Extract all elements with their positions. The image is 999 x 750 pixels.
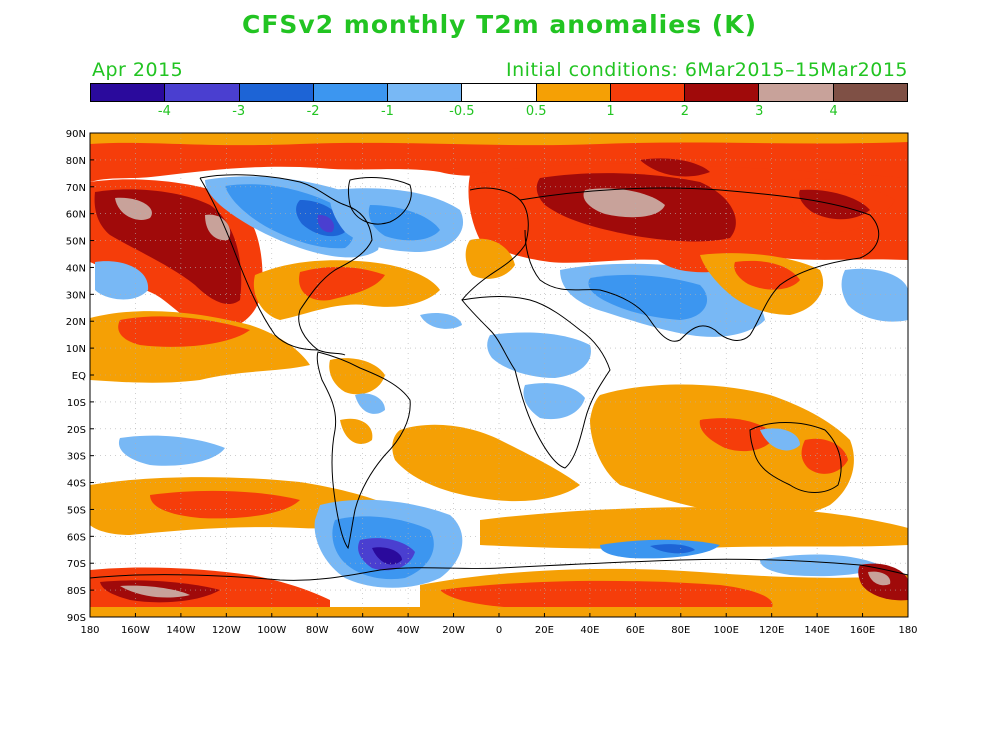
latitude-label: 50N (66, 237, 86, 248)
color-scale-cell (833, 84, 907, 101)
forecast-month: Apr 2015 (92, 59, 184, 81)
latitude-label: 30S (67, 452, 86, 463)
map-title: CFSv2 monthly T2m anomalies (K) (241, 10, 758, 39)
latitude-label: 40N (66, 263, 86, 274)
color-scale-cell (462, 84, 537, 101)
color-scale-cell (165, 84, 240, 101)
longitude-label: 100E (714, 625, 739, 636)
longitude-label: 100W (257, 625, 286, 636)
latitude-label: 50S (67, 505, 86, 516)
longitude-label: 140E (804, 625, 829, 636)
color-scale-cell (388, 84, 463, 101)
color-scale-cell (239, 84, 314, 101)
latitude-label: 80S (67, 586, 86, 597)
longitude-label: 60E (626, 625, 645, 636)
longitude-label: 160E (850, 625, 875, 636)
initial-conditions: Initial conditions: 6Mar2015–15Mar2015 (506, 59, 908, 81)
latitude-label: 60N (66, 210, 86, 221)
latitude-label: 80N (66, 156, 86, 167)
color-scale-cell (536, 84, 611, 101)
color-scale-cell (313, 84, 389, 101)
color-scale-cell (610, 84, 686, 101)
longitude-label: 40E (580, 625, 599, 636)
longitude-label: 160W (121, 625, 150, 636)
color-scale-cell (759, 84, 834, 101)
longitude-labels: 180 160W 140W 120W 100W 80W 60W 40W 20W 0 20E 40E 60… (80, 613, 918, 636)
longitude-label: 120W (212, 625, 241, 636)
color-scale-label: -2 (306, 104, 320, 119)
color-scale-cell (91, 84, 166, 101)
color-scale-bar (90, 83, 908, 102)
longitude-label: 60W (351, 625, 374, 636)
latitude-label: 10N (66, 344, 86, 355)
longitude-label: 80W (306, 625, 329, 636)
latitude-label: 70S (67, 559, 86, 570)
latitude-label: 30N (66, 290, 86, 301)
longitude-label: 0 (496, 625, 502, 636)
color-scale-label: 2 (680, 104, 690, 119)
color-scale-label: 0.5 (525, 104, 547, 119)
latitude-labels: 90N 80N 70N 60N 50N 40N 30N 20N 10N EQ 10S 20S 30S 40… (66, 129, 94, 624)
color-scale-label: 4 (829, 104, 838, 119)
latitude-label: 20S (67, 425, 86, 436)
longitude-label: 180 (898, 625, 917, 636)
color-scale-label: 3 (755, 104, 764, 119)
color-scale-labels: -4 -3 -2 -1 -0.5 0.5 1 2 3 4 (90, 104, 908, 122)
latitude-label: 10S (67, 398, 86, 409)
longitude-label: 120E (759, 625, 784, 636)
coastlines (90, 174, 908, 581)
color-scale-label: 1 (606, 104, 615, 119)
latitude-label: 20N (66, 317, 86, 328)
latitude-label: 60S (67, 532, 86, 543)
latitude-label: EQ (72, 371, 86, 382)
latitude-label: 90N (66, 129, 86, 140)
color-scale-cell (685, 84, 760, 101)
latitude-label: 70N (66, 183, 86, 194)
longitude-label: 20W (442, 625, 465, 636)
color-scale-label: -0.5 (449, 104, 475, 119)
color-scale-label: -3 (232, 104, 246, 119)
longitude-label: 20E (535, 625, 554, 636)
longitude-label: 80E (671, 625, 690, 636)
color-scale-label: -1 (380, 104, 394, 119)
latitude-label: 40S (67, 479, 86, 490)
longitude-label: 40W (397, 625, 420, 636)
color-scale-label: -4 (157, 104, 171, 119)
latitude-label: 90S (67, 613, 86, 624)
longitude-label: 180 (80, 625, 99, 636)
map-graticule (90, 133, 908, 617)
longitude-label: 140W (166, 625, 195, 636)
